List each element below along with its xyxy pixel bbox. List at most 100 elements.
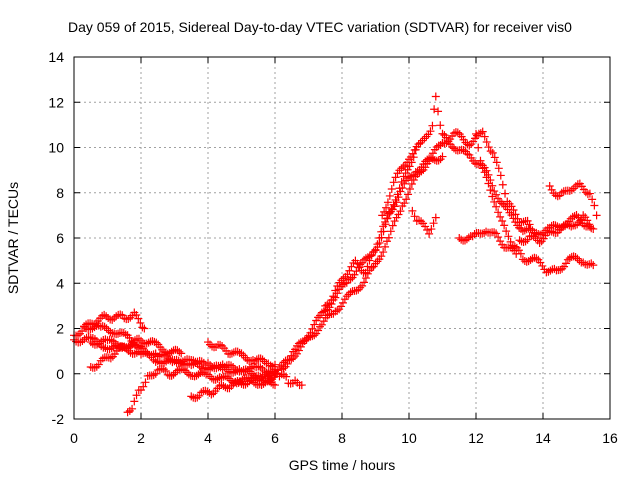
data-point xyxy=(431,213,440,222)
data-point xyxy=(550,264,559,273)
data-point xyxy=(167,347,176,356)
x-tick-label: 12 xyxy=(468,430,484,446)
data-point xyxy=(102,324,111,333)
data-point xyxy=(260,357,269,366)
data-point xyxy=(194,370,203,379)
series-track-d xyxy=(80,321,145,351)
data-point xyxy=(472,129,480,138)
data-point xyxy=(390,217,399,226)
y-axis-label: SDTVAR / TECUs xyxy=(5,182,21,294)
data-point xyxy=(434,107,443,116)
data-point xyxy=(404,190,413,199)
series-track-s xyxy=(515,211,598,247)
data-point xyxy=(173,366,182,375)
data-point xyxy=(488,181,497,190)
data-point xyxy=(338,298,347,307)
series-track-o xyxy=(472,129,598,277)
data-point xyxy=(285,356,294,365)
data-point xyxy=(588,195,597,204)
data-point xyxy=(201,386,210,395)
series-track-m xyxy=(378,92,594,239)
data-point xyxy=(410,212,419,221)
data-point xyxy=(408,149,417,158)
data-point xyxy=(480,132,489,141)
data-point xyxy=(385,191,394,200)
data-point xyxy=(585,260,594,269)
data-point xyxy=(136,318,145,327)
data-point xyxy=(449,129,458,138)
data-point xyxy=(317,320,326,329)
data-point xyxy=(144,338,153,347)
data-point xyxy=(139,382,148,391)
data-point xyxy=(506,243,515,252)
data-point xyxy=(490,153,499,162)
data-point xyxy=(273,366,282,375)
data-point xyxy=(317,308,326,317)
data-point xyxy=(492,229,501,238)
data-point xyxy=(417,217,426,226)
data-point xyxy=(380,207,389,216)
data-point xyxy=(565,186,574,195)
chart-title: Day 059 of 2015, Sidereal Day-to-day VTE… xyxy=(68,19,572,35)
data-point xyxy=(488,148,497,157)
data-point xyxy=(381,242,390,251)
data-point xyxy=(329,292,338,301)
data-point xyxy=(315,322,324,331)
data-point xyxy=(521,237,530,246)
data-point xyxy=(296,338,305,347)
data-point xyxy=(585,220,594,229)
data-point xyxy=(379,227,388,236)
data-point xyxy=(557,188,566,197)
data-point xyxy=(342,292,351,301)
data-point xyxy=(391,173,400,182)
data-point xyxy=(78,327,87,336)
data-point xyxy=(149,371,158,380)
data-point xyxy=(415,216,424,225)
data-point xyxy=(132,310,141,319)
data-point xyxy=(182,368,191,377)
data-point xyxy=(478,164,487,173)
data-point xyxy=(350,270,359,279)
data-point xyxy=(241,380,250,389)
data-point xyxy=(387,185,396,194)
data-point xyxy=(104,353,113,362)
data-point xyxy=(363,262,372,271)
data-point xyxy=(498,180,507,189)
data-point xyxy=(427,154,436,163)
data-point xyxy=(206,340,215,349)
data-point xyxy=(353,259,362,268)
data-point xyxy=(547,227,556,236)
data-point xyxy=(399,172,408,181)
data-point xyxy=(387,204,396,213)
data-point xyxy=(488,192,497,201)
data-point xyxy=(449,144,458,153)
data-point xyxy=(384,233,393,242)
data-point xyxy=(207,390,216,399)
data-point xyxy=(148,337,157,346)
data-point xyxy=(587,224,596,233)
data-point xyxy=(575,256,584,265)
data-point xyxy=(360,278,369,287)
data-point xyxy=(140,324,149,333)
data-point xyxy=(558,264,567,273)
data-point xyxy=(383,198,392,207)
series-track-q xyxy=(455,227,521,258)
x-tick-label: 6 xyxy=(271,430,279,446)
data-point xyxy=(319,307,328,316)
data-point xyxy=(271,381,279,390)
data-point xyxy=(100,322,109,331)
data-point xyxy=(98,354,107,363)
data-point xyxy=(377,233,386,242)
data-point xyxy=(327,296,336,305)
data-point xyxy=(195,391,204,400)
data-point xyxy=(373,243,382,252)
data-point xyxy=(428,121,437,130)
data-point xyxy=(407,172,416,181)
data-point xyxy=(116,310,125,319)
data-point xyxy=(319,317,328,326)
data-point xyxy=(544,267,553,276)
data-point xyxy=(504,232,513,241)
data-point xyxy=(84,333,93,342)
data-point xyxy=(538,261,547,270)
data-point xyxy=(438,152,447,161)
